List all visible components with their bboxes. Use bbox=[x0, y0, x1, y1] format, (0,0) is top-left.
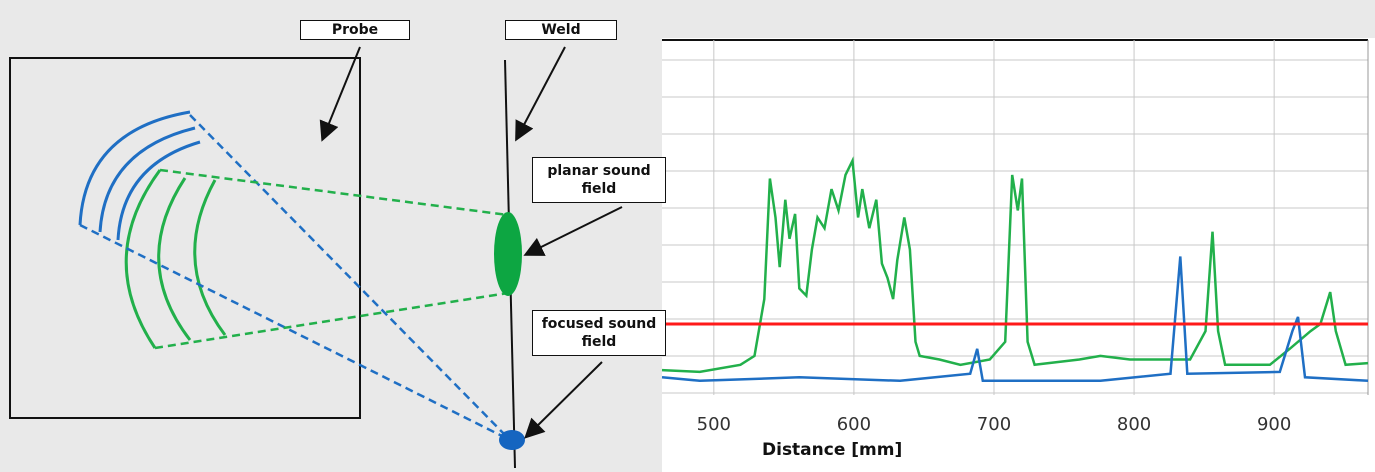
planar-wavefronts bbox=[124, 169, 227, 349]
x-tick-label: 800 bbox=[1117, 414, 1151, 435]
beam-lines bbox=[79, 114, 511, 442]
x-tick-label: 500 bbox=[697, 414, 731, 435]
focused-label: focused sound field bbox=[532, 310, 666, 356]
x-tick-label: 700 bbox=[977, 414, 1011, 435]
x-tick-label: 600 bbox=[837, 414, 871, 435]
arrows bbox=[319, 46, 623, 439]
focused-wavefronts bbox=[78, 110, 201, 241]
x-axis-label: Distance [mm] bbox=[762, 440, 903, 460]
focused-spot bbox=[499, 430, 525, 450]
weld-label: Weld bbox=[505, 20, 617, 40]
h-grid bbox=[662, 59, 1368, 394]
x-tick-label: 900 bbox=[1257, 414, 1291, 435]
planar-spot bbox=[494, 212, 522, 296]
probe-label: Probe bbox=[300, 20, 410, 40]
probe-box bbox=[9, 57, 361, 419]
plot: 500 600 700 800 900 bbox=[661, 40, 1369, 435]
series-line bbox=[661, 156, 1369, 374]
chart-panel bbox=[662, 38, 1375, 472]
planar-label: planar sound field bbox=[532, 157, 666, 203]
